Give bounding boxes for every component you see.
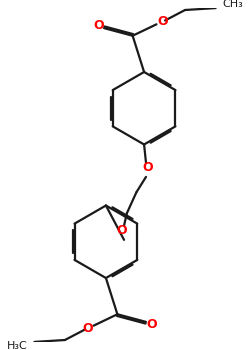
Text: O: O: [142, 161, 153, 174]
Text: O: O: [146, 318, 157, 331]
Text: O: O: [82, 322, 93, 335]
Text: O: O: [117, 224, 128, 237]
Text: CH₃: CH₃: [222, 0, 243, 9]
Text: H₃C: H₃C: [7, 341, 28, 350]
Text: O: O: [93, 19, 104, 32]
Text: O: O: [157, 15, 168, 28]
